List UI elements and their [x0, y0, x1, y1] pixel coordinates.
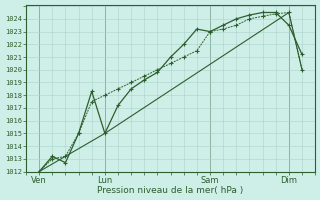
X-axis label: Pression niveau de la mer( hPa ): Pression niveau de la mer( hPa )	[98, 186, 244, 195]
